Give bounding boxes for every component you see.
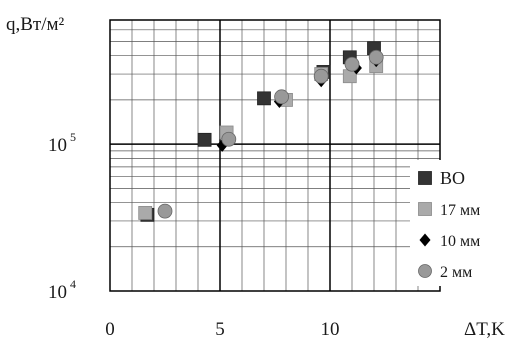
x-tick-label: 10 [321,319,340,340]
data-point-series-2 [138,206,153,220]
y-tick-exponent: 5 [70,130,76,144]
legend-label: 10 мм [440,233,480,250]
legend-marker [419,233,431,247]
data-point-series-4 [368,49,384,65]
data-points [138,41,384,222]
legend-marker [418,264,432,278]
legend-marker [418,171,432,185]
x-tick-labels: 0 5 10 [105,319,339,340]
plot-frame [109,19,441,292]
data-point-series-4 [313,68,329,84]
x-tick-label: 5 [215,319,225,340]
minor-grid [110,19,440,291]
data-point-series-3 [216,138,228,152]
data-point-series-4 [221,131,237,147]
data-point-series-4 [157,203,173,219]
x-tick-label: 0 [105,319,115,340]
legend: ВО 17 мм 10 мм 2 мм [410,160,502,286]
data-point-series-1 [197,132,212,147]
y-tick-label: 10 [48,135,67,156]
y-tick-exponent: 4 [70,277,76,291]
legend-marker [418,202,432,216]
legend-label: 17 мм [440,202,480,219]
data-point-series-4 [344,56,360,72]
x-axis-label: ΔT,K [464,319,505,340]
legend-label: ВО [440,168,465,188]
data-point-series-1 [257,91,271,106]
data-point-series-4 [274,89,290,105]
y-axis-label: q,Вт/м² [6,14,65,35]
y-tick-label: 10 [48,282,67,303]
major-grid [110,20,440,291]
legend-label: 2 мм [440,264,472,281]
